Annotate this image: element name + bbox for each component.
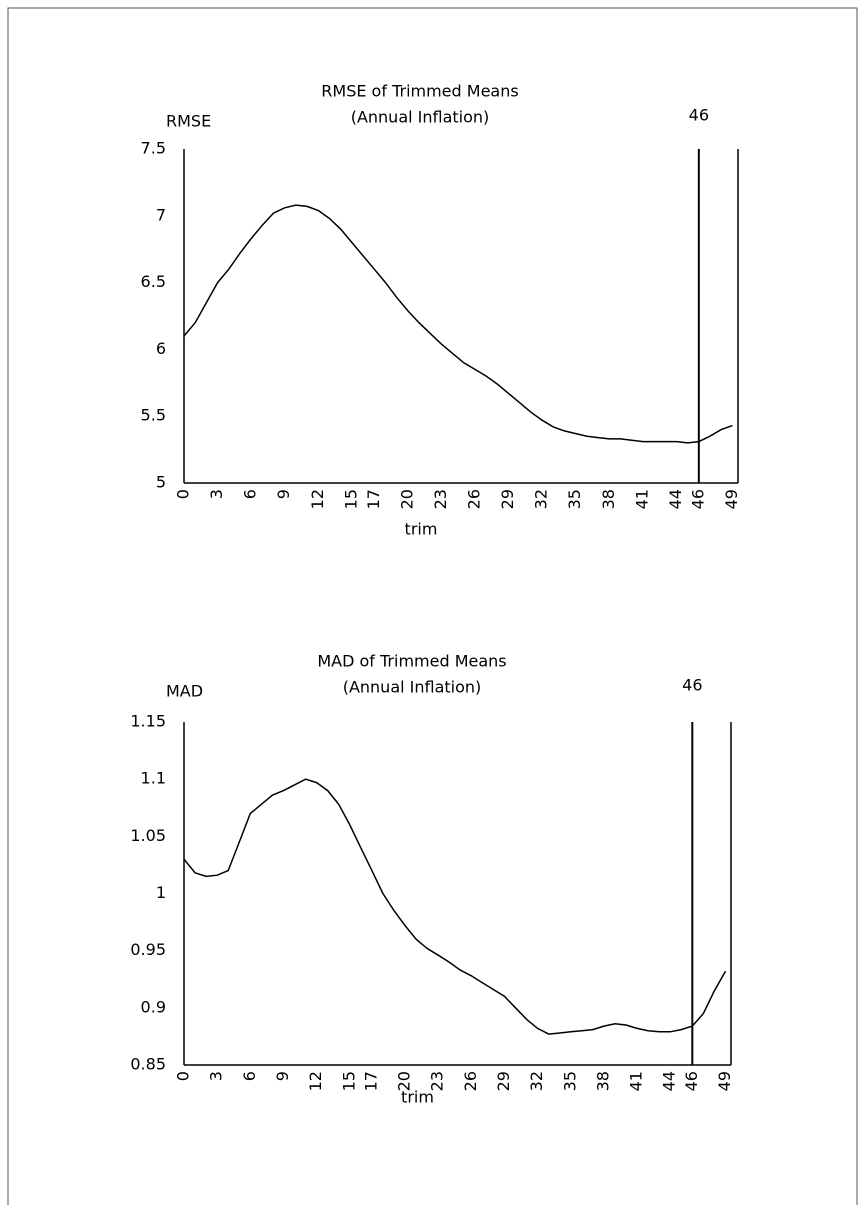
x-tick-label: 26 [461, 1071, 480, 1091]
y-tick-label: 7.5 [141, 139, 166, 158]
x-tick-label: 12 [308, 489, 327, 509]
x-tick-label: 49 [715, 1071, 734, 1091]
x-tick-label: 46 [688, 489, 707, 509]
chart-subtitle: (Annual Inflation) [343, 678, 482, 697]
x-tick-label: 12 [306, 1071, 325, 1091]
x-tick-label: 41 [632, 489, 651, 509]
x-tick-label: 17 [364, 489, 383, 509]
x-tick-label: 46 [682, 1071, 701, 1091]
chart-title: MAD of Trimmed Means [317, 652, 506, 671]
y-tick-label: 1.15 [130, 712, 166, 731]
y-tick-label: 5 [156, 473, 166, 492]
y-tick-label: 0.85 [130, 1055, 166, 1074]
x-tick-label: 38 [599, 489, 618, 509]
x-tick-label: 6 [240, 1071, 259, 1081]
x-tick-label: 9 [273, 1071, 292, 1081]
x-tick-label: 44 [660, 1071, 679, 1091]
x-tick-label: 15 [341, 489, 360, 509]
y-tick-label: 7 [156, 205, 166, 224]
y-tick-label: 6 [156, 339, 166, 358]
chart-title: RMSE of Trimmed Means [321, 82, 518, 101]
x-tick-label: 23 [431, 489, 450, 509]
x-tick-label: 44 [666, 489, 685, 509]
y-tick-label: 1.1 [141, 769, 166, 788]
x-tick-label: 38 [593, 1071, 612, 1091]
x-axis-label: trim [401, 1088, 434, 1107]
x-tick-label: 29 [498, 489, 517, 509]
data-line [183, 204, 733, 444]
x-tick-label: 26 [464, 489, 483, 509]
y-tick-label: 1 [156, 883, 166, 902]
x-tick-label: 32 [527, 1071, 546, 1091]
y-axis-label: RMSE [166, 112, 211, 131]
x-tick-label: 3 [207, 1071, 226, 1081]
x-tick-label: 3 [207, 489, 226, 499]
data-line [183, 778, 727, 1035]
x-tick-label: 0 [174, 1071, 193, 1081]
x-tick-label: 23 [428, 1071, 447, 1091]
y-tick-label: 0.9 [141, 997, 166, 1016]
x-tick-label: 17 [361, 1071, 380, 1091]
x-axis-label: trim [405, 520, 438, 539]
x-tick-label: 0 [174, 489, 193, 499]
y-tick-label: 5.5 [141, 406, 166, 425]
x-tick-label: 35 [565, 489, 584, 509]
marker-label: 46 [689, 106, 709, 125]
x-tick-label: 29 [494, 1071, 513, 1091]
x-tick-label: 41 [627, 1071, 646, 1091]
x-tick-label: 9 [274, 489, 293, 499]
frame [7, 7, 858, 1205]
y-tick-label: 0.95 [130, 940, 166, 959]
x-tick-label: 6 [241, 489, 260, 499]
y-tick-label: 6.5 [141, 272, 166, 291]
marker-label: 46 [682, 676, 702, 695]
x-tick-label: 20 [397, 489, 416, 509]
y-axis-label: MAD [166, 682, 203, 701]
chart-subtitle: (Annual Inflation) [351, 108, 490, 127]
x-tick-label: 15 [339, 1071, 358, 1091]
x-tick-label: 20 [395, 1071, 414, 1091]
y-tick-label: 1.05 [130, 826, 166, 845]
x-tick-label: 35 [560, 1071, 579, 1091]
x-tick-label: 32 [532, 489, 551, 509]
x-tick-label: 49 [722, 489, 741, 509]
